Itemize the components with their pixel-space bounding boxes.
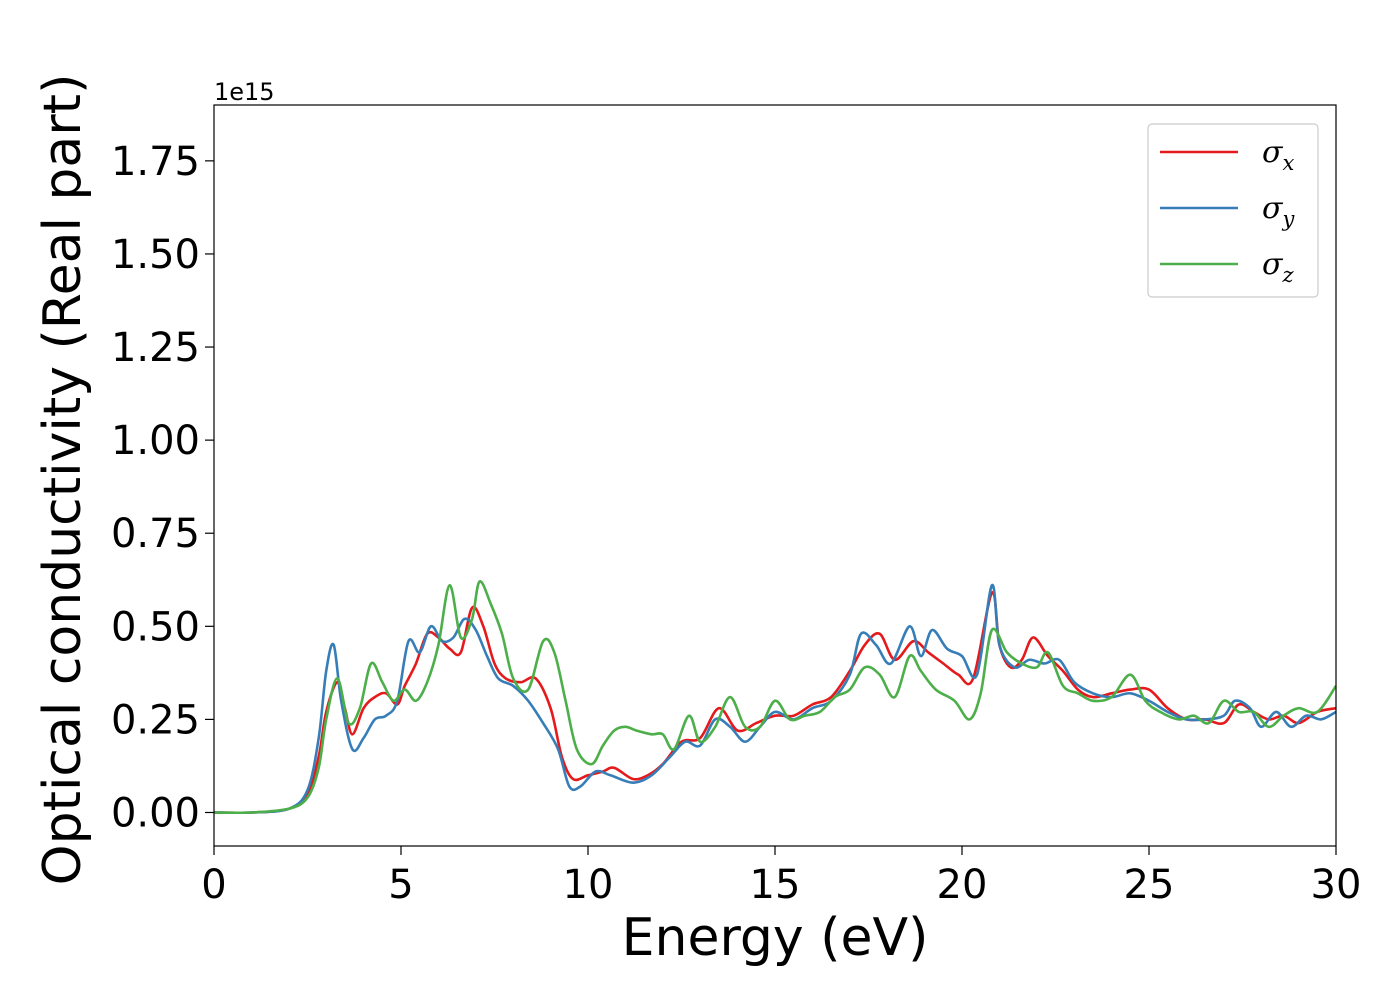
tick-layer: 0 5 10 15 20 25 30 0.00 0.25 0.50 0.75 1.00 1.25 1.50… [111, 139, 1362, 908]
x-tick-label: 25 [1124, 862, 1175, 908]
series-line-z [214, 580, 1336, 815]
x-tick-label: 0 [201, 862, 226, 908]
y-tick-label: 1.50 [111, 232, 200, 278]
x-tick-label: 20 [937, 862, 988, 908]
y-tick-label: 1.75 [111, 139, 200, 185]
y-offset-label: 1e15 [214, 78, 275, 106]
x-axis-title: Energy (eV) [622, 908, 929, 968]
x-tick-label: 10 [563, 862, 614, 908]
y-tick-label: 1.00 [111, 418, 200, 464]
x-tick-label: 15 [750, 862, 801, 908]
legend-label-y: σy [1262, 191, 1295, 231]
legend-label-x: σx [1262, 135, 1294, 175]
x-tick-label: 30 [1311, 862, 1362, 908]
y-tick-label: 0.75 [111, 511, 200, 557]
x-tick-label: 5 [388, 862, 413, 908]
legend: σx σy σz [1147, 123, 1319, 298]
y-tick-label: 0.25 [111, 697, 200, 743]
y-tick-label: 0.00 [111, 790, 200, 836]
legend-box [1147, 123, 1319, 298]
series-layer [214, 580, 1336, 815]
series-line-x [214, 591, 1336, 815]
series-line-y [214, 583, 1336, 815]
legend-label-z: σz [1262, 247, 1294, 287]
y-axis-title: Optical conductivity (Real part) [33, 74, 93, 886]
y-tick-label: 0.50 [111, 604, 200, 650]
y-tick-label: 1.25 [111, 325, 200, 371]
